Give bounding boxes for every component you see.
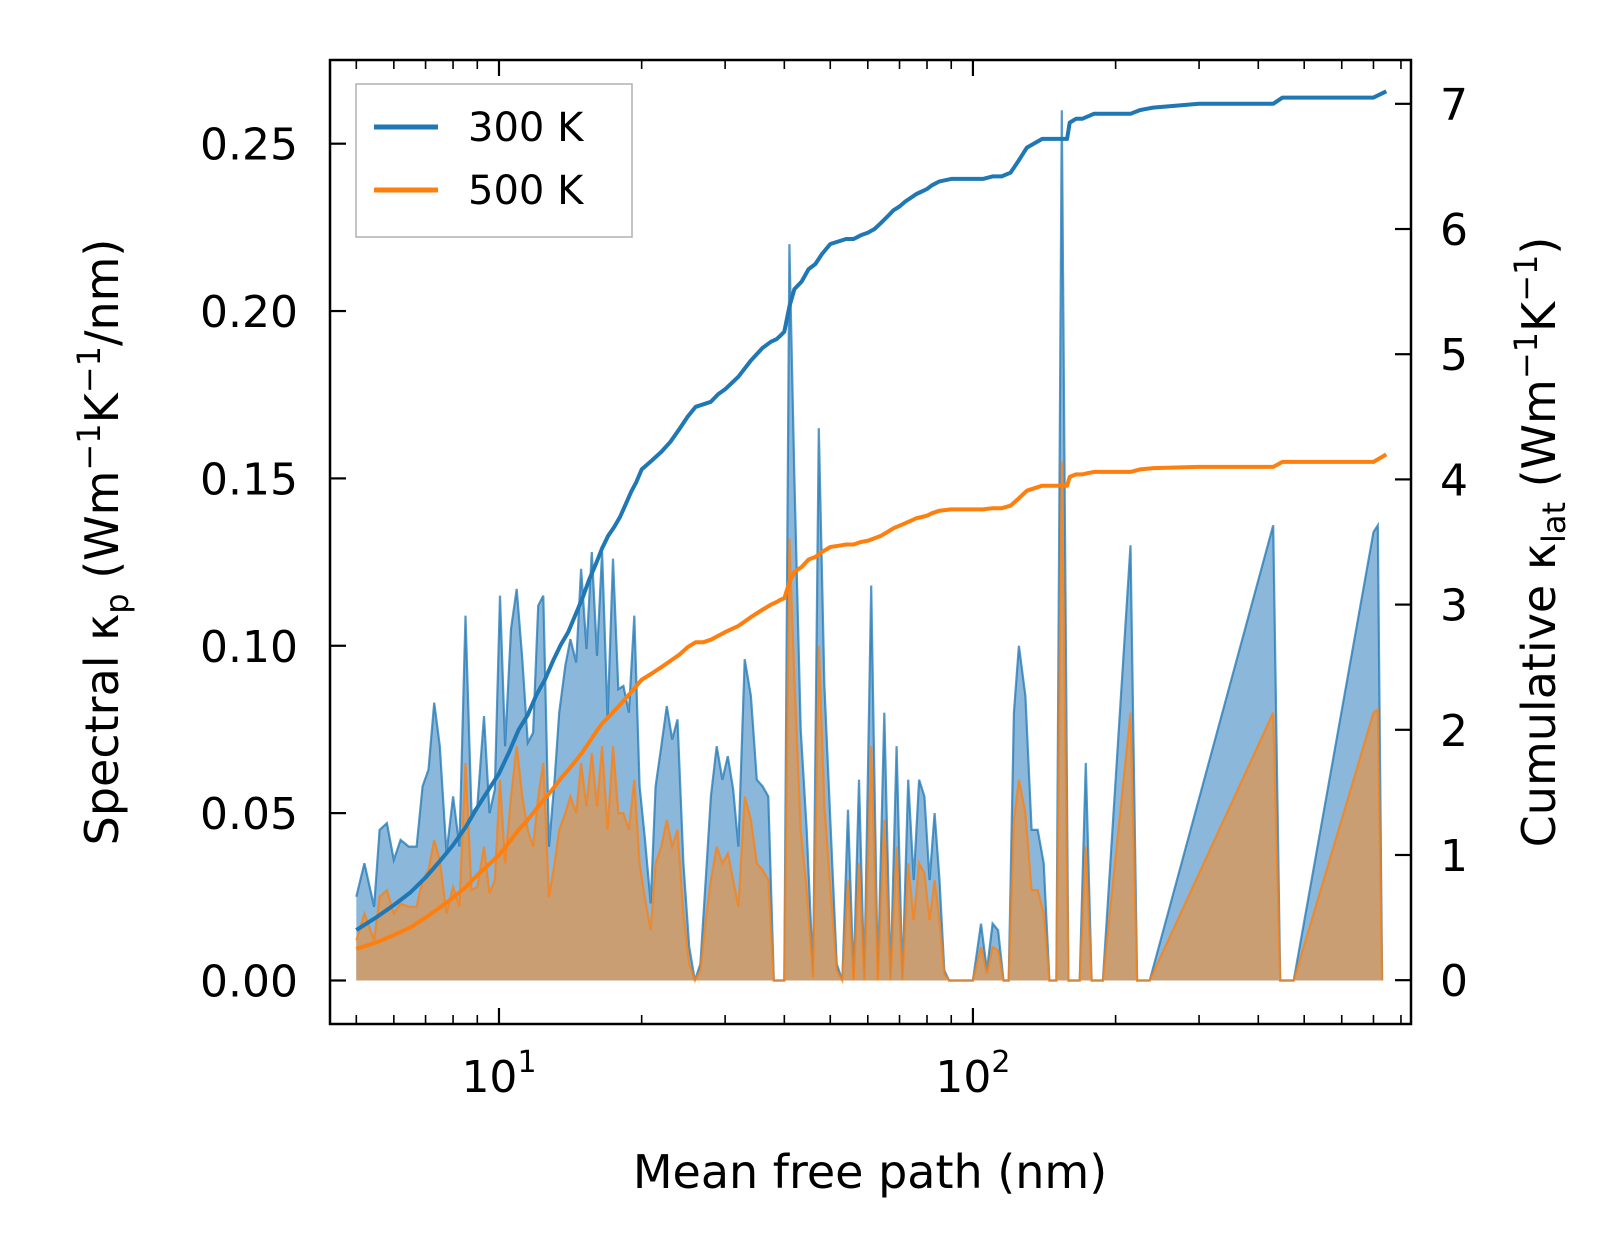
legend: 300 K 500 K — [355, 83, 633, 238]
x-tick-label: 101 — [461, 1045, 536, 1103]
y-right-tick-label: 1 — [1440, 831, 1468, 882]
legend-label-500k: 500 K — [468, 168, 585, 214]
y-right-tick-label: 2 — [1440, 706, 1468, 757]
data-lines — [355, 89, 1388, 951]
x-tick-label: 102 — [935, 1045, 1010, 1103]
y-left-tick-label: 0.10 — [200, 622, 298, 673]
plot-frame — [328, 58, 1413, 1026]
y-left-tick-label: 0.15 — [200, 454, 298, 505]
cumulative-line-500k — [355, 452, 1388, 951]
axis-ticks: 101 102 0.00 0.05 0.10 0.15 0.20 0.25 0 1 2 3 4 5 6 7 — [200, 60, 1468, 1103]
y-right-tick-label: 5 — [1440, 330, 1468, 381]
legend-box — [355, 83, 633, 238]
y-left-tick-label: 0.25 — [200, 120, 298, 171]
y-axis-right-label: Cumulative κlat (Wm−1K−1) — [1507, 237, 1573, 848]
y-left-tick-label: 0.05 — [200, 789, 298, 840]
y-right-tick-label: 7 — [1440, 80, 1468, 131]
spectral-line-300k — [355, 110, 1384, 982]
y-left-tick-label: 0.00 — [200, 956, 298, 1007]
y-right-tick-label: 4 — [1440, 455, 1468, 506]
spectral-area-500k — [356, 461, 1383, 981]
y-left-tick-label: 0.20 — [200, 287, 298, 338]
y-right-tick-label: 6 — [1440, 205, 1468, 256]
legend-label-300k: 300 K — [468, 105, 585, 151]
y-right-tick-label: 3 — [1440, 581, 1468, 632]
y-axis-left-label: Spectral κp (Wm−1K−1/nm) — [70, 239, 136, 846]
y-right-tick-label: 0 — [1440, 956, 1468, 1007]
cumulative-line-300k — [355, 89, 1388, 932]
x-axis-label: Mean free path (nm) — [633, 1145, 1107, 1199]
